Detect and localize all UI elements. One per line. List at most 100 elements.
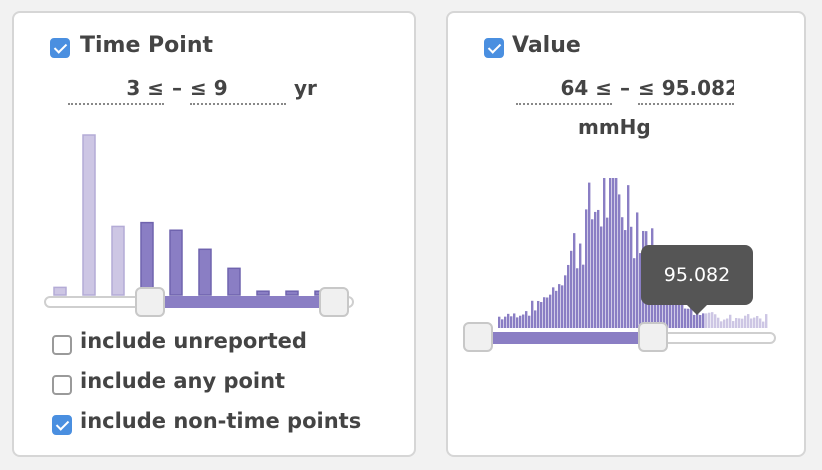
- histogram-bar: [720, 321, 723, 328]
- histogram-bar: [654, 283, 657, 328]
- value-filter-panel: Value 64 ≤ – ≤ 95.082 mmHg 95.082: [446, 11, 806, 457]
- histogram-bar: [690, 306, 693, 328]
- histogram-bar: [504, 316, 507, 328]
- histogram-bar: [576, 268, 579, 328]
- histogram-bar: [669, 298, 672, 328]
- value-unit: mmHg: [578, 115, 651, 139]
- time-point-slider-range: [149, 296, 334, 308]
- histogram-bar: [537, 300, 540, 328]
- include-any-point-checkbox[interactable]: [52, 375, 72, 395]
- time-point-max-handle[interactable]: [319, 287, 349, 317]
- histogram-bar: [738, 318, 741, 328]
- histogram-bar: [633, 258, 636, 328]
- histogram-bar: [606, 217, 609, 328]
- histogram-bar: [507, 313, 510, 328]
- histogram-bar: [612, 178, 615, 328]
- histogram-bar: [627, 185, 630, 328]
- histogram-bar: [735, 318, 738, 328]
- histogram-bar: [621, 217, 624, 328]
- histogram-bar: [765, 314, 768, 328]
- histogram-bar: [513, 313, 516, 328]
- histogram-bar: [744, 315, 747, 328]
- histogram-bar: [681, 302, 684, 328]
- range-dash: –: [620, 76, 630, 100]
- histogram-bar: [615, 178, 618, 328]
- histogram-bar: [516, 317, 519, 328]
- include-unreported-label: include unreported: [80, 329, 307, 353]
- histogram-bar: [519, 315, 522, 328]
- histogram-bar: [585, 209, 588, 328]
- histogram-bar: [759, 318, 762, 328]
- histogram-bar: [630, 226, 633, 328]
- histogram-bar: [543, 297, 546, 328]
- histogram-bar: [531, 300, 534, 328]
- histogram-bar: [564, 275, 567, 328]
- time-point-min-input[interactable]: 3 ≤: [68, 73, 164, 105]
- histogram-bar: [717, 317, 720, 328]
- histogram-bar: [675, 286, 678, 328]
- value-tooltip: 95.082: [641, 245, 753, 315]
- histogram-bar: [684, 308, 687, 328]
- time-point-min-handle[interactable]: [134, 287, 165, 317]
- histogram-bar: [198, 248, 212, 296]
- histogram-bar: [711, 312, 714, 328]
- time-point-max-input[interactable]: ≤ 9: [190, 73, 286, 105]
- histogram-bar: [525, 311, 528, 328]
- histogram-bar: [285, 290, 299, 296]
- histogram-bar: [762, 321, 765, 328]
- histogram-bar: [618, 194, 621, 328]
- histogram-bar: [53, 286, 67, 296]
- histogram-bar: [678, 298, 681, 328]
- histogram-bar: [522, 314, 525, 328]
- include-unreported-checkbox[interactable]: [52, 335, 72, 355]
- histogram-bar: [501, 319, 504, 328]
- histogram-bar: [528, 315, 531, 328]
- histogram-bar: [732, 321, 735, 328]
- histogram-bar: [591, 219, 594, 328]
- histogram-bar: [726, 318, 729, 328]
- histogram-bar: [693, 314, 696, 328]
- value-max-input[interactable]: ≤ 95.082: [638, 73, 734, 105]
- value-min-handle[interactable]: [463, 322, 493, 352]
- histogram-bar: [639, 253, 642, 328]
- histogram-bar: [510, 316, 513, 328]
- value-title: Value: [512, 33, 581, 58]
- histogram-bar: [567, 264, 570, 328]
- time-point-histogram: [53, 134, 328, 296]
- histogram-bar: [756, 315, 759, 328]
- histogram-bar: [573, 233, 576, 328]
- histogram-bar: [687, 308, 690, 328]
- histogram-bar: [753, 317, 756, 328]
- histogram-bar: [636, 212, 639, 328]
- histogram-bar: [555, 290, 558, 328]
- histogram-bar: [705, 313, 708, 328]
- histogram-bar: [723, 319, 726, 328]
- histogram-bar: [750, 318, 753, 328]
- histogram-bar: [111, 225, 125, 296]
- value-min-input[interactable]: 64 ≤: [516, 73, 612, 105]
- histogram-bar: [708, 312, 711, 328]
- histogram-bar: [666, 292, 669, 328]
- histogram-bar: [603, 178, 606, 328]
- time-point-checkbox[interactable]: [50, 38, 70, 58]
- histogram-bar: [549, 294, 552, 328]
- histogram-bar: [696, 312, 699, 328]
- histogram-bar: [558, 284, 561, 328]
- histogram-bar: [140, 221, 154, 296]
- histogram-bar: [672, 283, 675, 328]
- histogram-bar: [169, 229, 183, 296]
- histogram-bar: [256, 290, 270, 296]
- value-max-handle[interactable]: [637, 322, 668, 352]
- value-slider-range: [478, 332, 653, 344]
- histogram-bar: [546, 297, 549, 328]
- histogram-bar: [624, 230, 627, 328]
- histogram-bar: [540, 302, 543, 328]
- value-checkbox[interactable]: [484, 38, 504, 58]
- include-non-time-points-label: include non-time points: [80, 409, 362, 433]
- histogram-bar: [609, 178, 612, 328]
- histogram-bar: [600, 226, 603, 328]
- histogram-bar: [597, 209, 600, 328]
- histogram-bar: [561, 285, 564, 328]
- histogram-bar: [552, 287, 555, 328]
- include-non-time-points-checkbox[interactable]: [52, 415, 72, 435]
